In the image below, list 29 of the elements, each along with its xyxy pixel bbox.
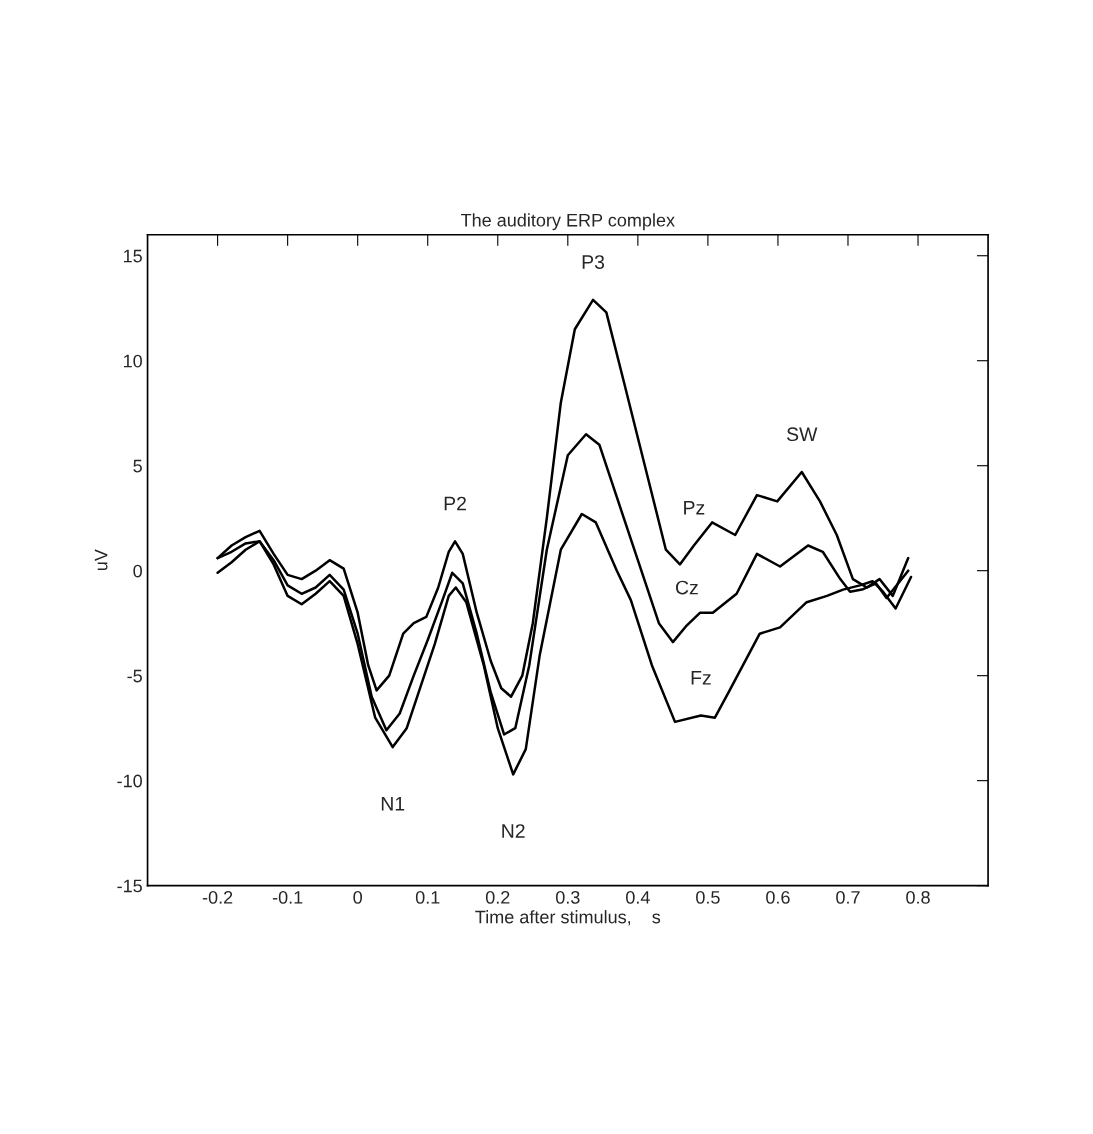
x-tick-label: -0.1 [272, 890, 303, 904]
y-tick-label: -15 [117, 879, 142, 893]
x-tick-label: 0.3 [555, 890, 580, 904]
x-axis-title: Time after stimulus, s [475, 910, 661, 926]
y-tick-label: 0 [133, 564, 142, 578]
x-tick-label: 0.1 [415, 890, 440, 904]
x-tick-label: 0.5 [696, 890, 720, 904]
y-tick-label: -5 [127, 669, 142, 683]
annotation: Pz [684, 501, 705, 515]
x-tick-label: 0.7 [836, 890, 860, 904]
x-tick-label: 0 [353, 890, 362, 904]
chart-title: The auditory ERP complex [461, 213, 675, 231]
x-tick-label: -0.2 [202, 890, 233, 904]
y-tick-label: 15 [123, 249, 142, 263]
y-tick-label: 10 [123, 354, 142, 368]
annotation: P2 [444, 496, 466, 511]
x-tick-label: 0.2 [485, 890, 510, 904]
annotation: Fz [691, 671, 711, 685]
x-tick-label: 0.6 [766, 890, 790, 904]
annotation: Cz [675, 580, 698, 595]
y-axis-title: uV [94, 549, 108, 571]
x-tick-label: 0.4 [626, 890, 650, 904]
annotation: P3 [582, 255, 605, 269]
annotation: N2 [502, 824, 525, 838]
y-tick-label: 5 [133, 459, 142, 473]
x-tick-label: 0.8 [906, 890, 930, 904]
annotation: N1 [381, 797, 405, 811]
y-tick-label: -10 [117, 774, 142, 788]
annotation: SW [786, 427, 818, 442]
